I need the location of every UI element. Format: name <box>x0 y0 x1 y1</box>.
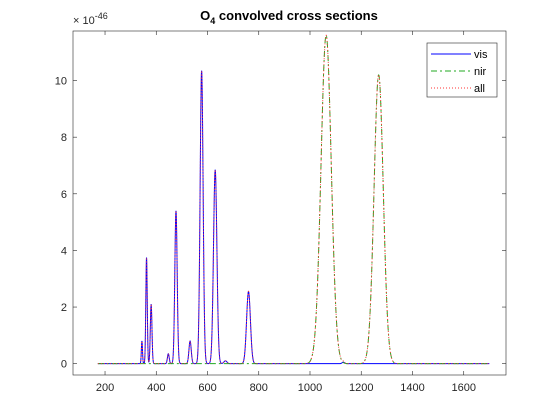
legend-label-nir: nir <box>474 66 487 78</box>
y-exponent-label: × 10-46 <box>73 11 108 27</box>
series-line-nir <box>97 34 490 365</box>
axes-layer: 200 400 600 800 1000 1200 1400 1600 0 2 4 6 8 10 <box>55 30 507 394</box>
chart-title-main: O <box>200 8 210 23</box>
y-tick-label: 4 <box>61 245 67 257</box>
y-tick-label: 6 <box>61 189 67 201</box>
series-layer <box>97 34 490 365</box>
axes-frame <box>72 30 507 376</box>
x-tick-label: 800 <box>250 382 268 394</box>
legend-label-all: all <box>474 83 485 95</box>
legend-label-vis: vis <box>474 49 488 61</box>
y-tick-label: 8 <box>61 132 67 144</box>
x-tick-label: 200 <box>96 382 114 394</box>
y-exponent-base: × 10 <box>73 15 95 27</box>
x-tick-label: 1200 <box>349 382 373 394</box>
x-tick-label: 1600 <box>451 382 475 394</box>
chart-title: O4 convolved cross sections <box>200 8 378 26</box>
x-tick-label: 1400 <box>400 382 424 394</box>
legend: vis nir all <box>426 42 498 98</box>
x-tick-label: 400 <box>147 382 165 394</box>
x-tick-label: 600 <box>198 382 216 394</box>
x-tick-label: 1000 <box>298 382 322 394</box>
y-exponent-power: -46 <box>95 11 108 21</box>
y-tick-label: 0 <box>61 359 67 371</box>
chart-title-rest: convolved cross sections <box>215 8 378 23</box>
y-tick-label: 2 <box>61 302 67 314</box>
chart-title-subscript: 4 <box>210 16 215 26</box>
y-tick-label: 10 <box>55 76 67 88</box>
